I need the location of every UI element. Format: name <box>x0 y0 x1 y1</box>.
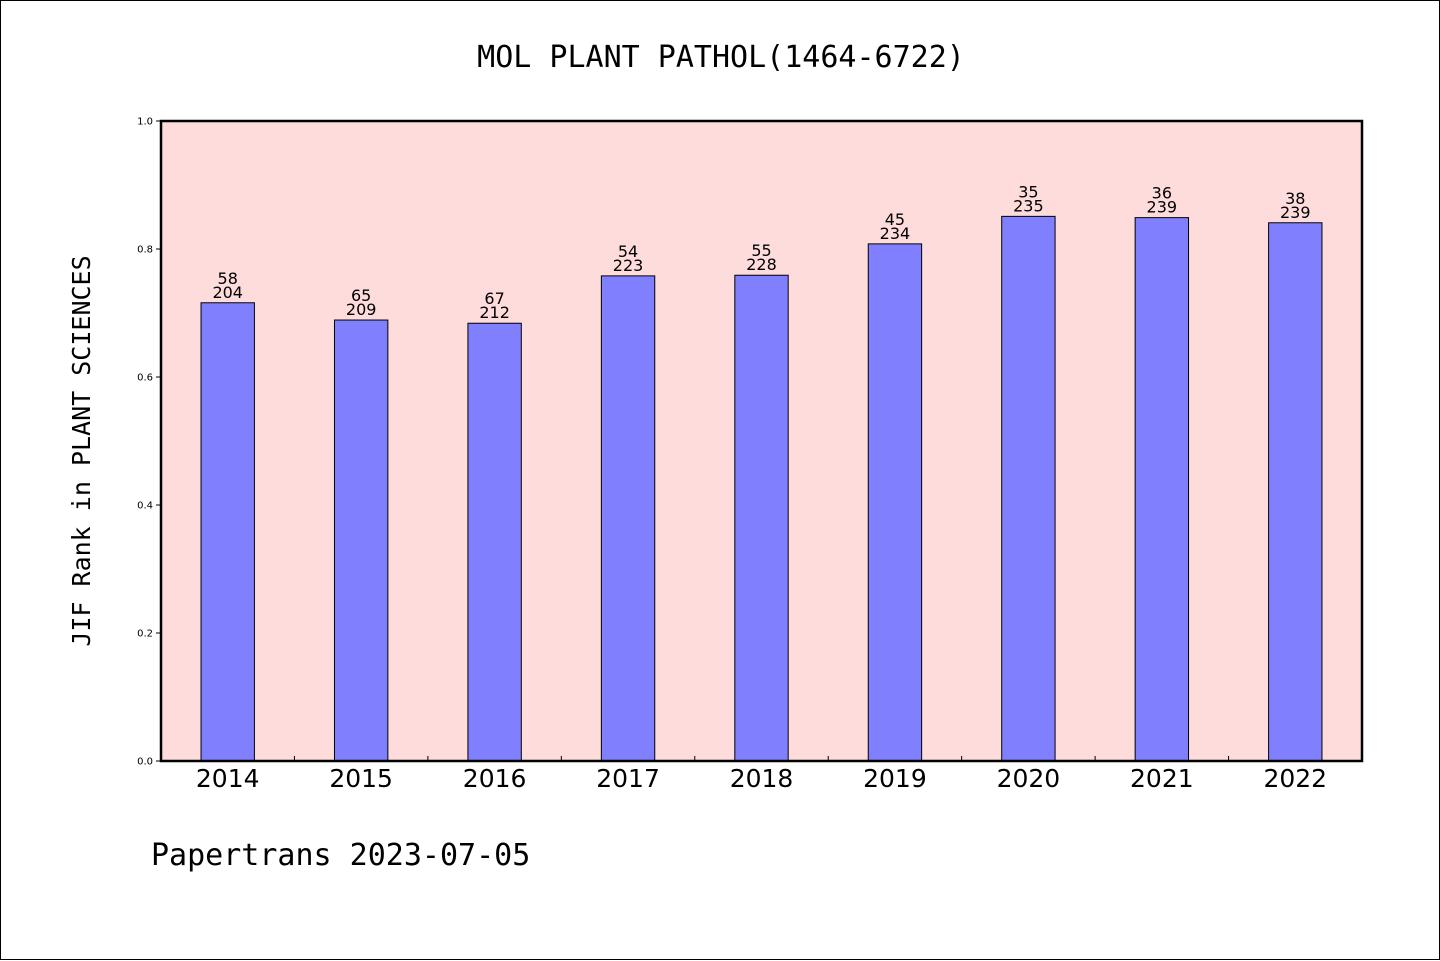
bar-total-label: 223 <box>613 256 644 275</box>
plot-frame <box>159 119 1364 763</box>
y-tick-label: 0.8 <box>137 245 153 256</box>
x-tick-label: 2018 <box>730 764 794 793</box>
x-tick-label: 2015 <box>329 764 393 793</box>
bar-total-label: 228 <box>746 255 777 274</box>
footer-credit: Papertrans 2023-07-05 <box>151 838 530 873</box>
bar-2022 <box>1268 222 1323 762</box>
bar-rank-label: 67 <box>484 289 504 308</box>
bar-2019 <box>867 243 923 762</box>
y-tick-label: 1.0 <box>137 117 153 128</box>
bar-rank-label: 54 <box>618 242 638 261</box>
bar-total-label: 209 <box>346 300 377 319</box>
bar-2021 <box>1134 217 1190 762</box>
x-tick-label: 2020 <box>997 764 1061 793</box>
y-tick-label: 0.4 <box>137 501 153 512</box>
bar-total-label: 212 <box>479 303 510 322</box>
bar-rank-label: 45 <box>885 210 905 229</box>
bar-2014 <box>200 302 255 762</box>
bar-total-label: 239 <box>1147 198 1178 217</box>
bar-rank-label: 58 <box>218 269 238 288</box>
x-tick-label: 2014 <box>196 764 260 793</box>
bar-total-label: 235 <box>1013 196 1044 215</box>
x-tick-label: 2021 <box>1130 764 1194 793</box>
y-axis: 0.0 0.2 0.4 0.6 0.8 1.0 <box>137 117 161 768</box>
x-axis: 2014 2015 2016 2017 2018 2019 2020 2021 2022 <box>196 756 1327 793</box>
bar-2016 <box>467 322 522 762</box>
bar-2020 <box>1001 215 1056 762</box>
chart-title: MOL PLANT PATHOL(1464-6722) <box>477 40 965 75</box>
y-axis-label: JIF Rank in PLANT SCIENCES <box>67 255 96 646</box>
x-tick-label: 2016 <box>463 764 527 793</box>
y-tick-label: 0.6 <box>137 373 153 384</box>
bar-total-label: 234 <box>880 224 911 243</box>
bar-2017 <box>600 275 656 762</box>
bar-2018 <box>734 274 789 762</box>
x-tick-label: 2022 <box>1263 764 1327 793</box>
bar-series <box>200 215 1323 762</box>
bar-rank-label: 65 <box>351 286 371 305</box>
y-tick-label: 0.2 <box>137 629 153 640</box>
bar-rank-label: 55 <box>751 241 771 260</box>
x-tick-label: 2019 <box>863 764 927 793</box>
bar-total-label: 204 <box>212 283 243 302</box>
x-tick-label: 2017 <box>596 764 660 793</box>
bar-rank-label: 35 <box>1018 182 1038 201</box>
y-tick-label: 0.0 <box>137 757 153 768</box>
bar-total-label: 239 <box>1280 203 1311 222</box>
bar-rank-label: 38 <box>1285 189 1305 208</box>
bar-rank-label: 36 <box>1152 184 1172 203</box>
bar-2015 <box>333 319 389 762</box>
